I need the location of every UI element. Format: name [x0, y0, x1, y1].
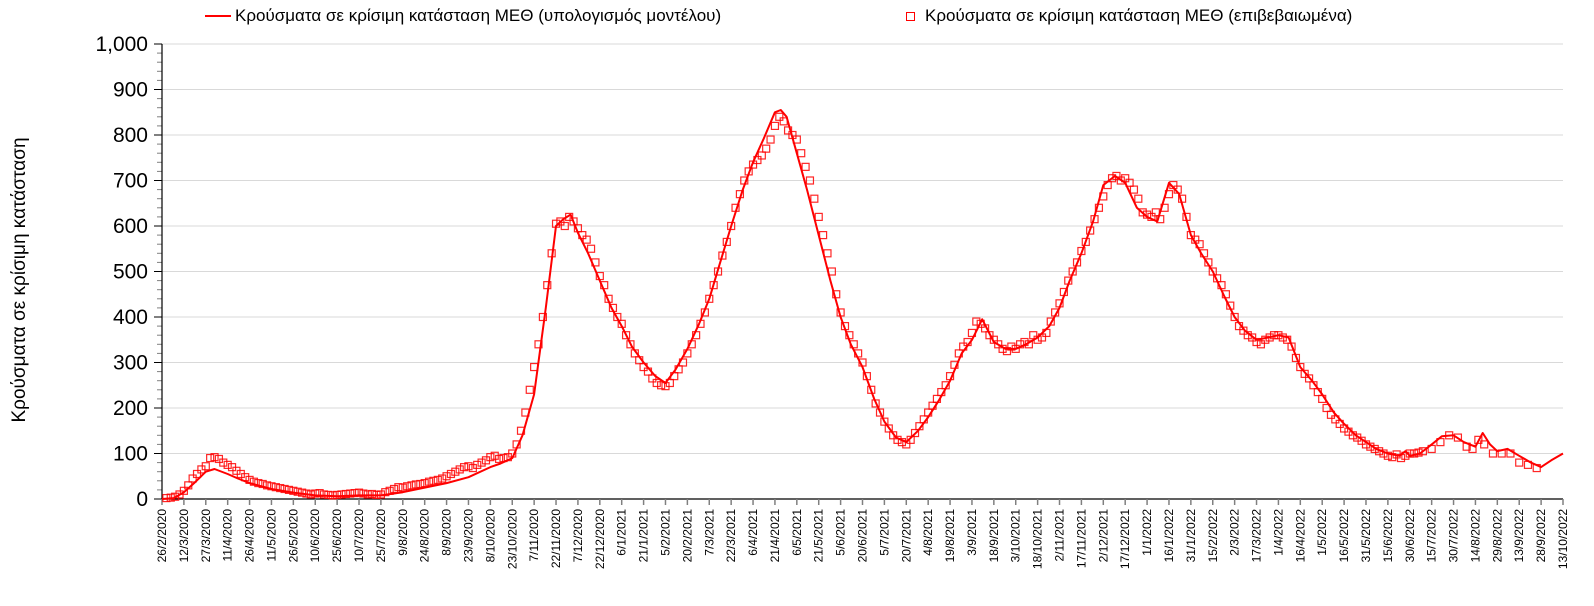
x-tick-label: 15/6/2022 — [1381, 509, 1395, 563]
x-tick-label: 6/5/2021 — [790, 509, 804, 556]
x-tick-label: 14/8/2022 — [1468, 509, 1482, 563]
series-model-line — [161, 109, 1564, 500]
x-tick-label: 5/7/2021 — [877, 509, 891, 556]
x-tick-label: 21/5/2021 — [812, 509, 826, 563]
x-tick-label: 16/4/2022 — [1293, 509, 1307, 563]
y-tick-label: 900 — [113, 79, 148, 102]
y-tick-label: 300 — [113, 352, 148, 375]
gridlines — [162, 43, 1563, 454]
x-tick-label: 1/1/2022 — [1140, 509, 1154, 556]
x-tick-label: 2/11/2021 — [1053, 509, 1067, 562]
legend-label-model: Κρούσματα σε κρίσιμη κατάσταση ΜΕΘ (υπολ… — [235, 6, 722, 25]
x-tick-label: 8/10/2020 — [483, 509, 497, 563]
chart-legend: Κρούσματα σε κρίσιμη κατάσταση ΜΕΘ (υπολ… — [0, 6, 1594, 30]
x-tick-label: 11/4/2020 — [221, 509, 235, 562]
x-tick-label: 12/3/2020 — [177, 509, 191, 563]
x-tick-label: 20/2/2021 — [680, 509, 694, 563]
x-tick-label: 6/1/2021 — [615, 509, 629, 556]
y-tick-label: 200 — [113, 397, 148, 420]
x-tick-label: 19/8/2021 — [943, 509, 957, 563]
x-tick-label: 15/7/2022 — [1425, 509, 1439, 563]
x-tick-label: 31/5/2022 — [1359, 509, 1373, 563]
x-tick-label: 30/6/2022 — [1403, 509, 1417, 563]
x-tick-label: 3/9/2021 — [965, 509, 979, 556]
x-tick-label: 2/12/2021 — [1096, 509, 1110, 563]
x-tick-label: 22/3/2021 — [724, 509, 738, 563]
x-tick-label: 27/3/2020 — [199, 509, 213, 563]
x-tick-label: 17/11/2021 — [1074, 509, 1088, 568]
x-tick-label: 21/4/2021 — [768, 509, 782, 563]
y-tick-label: 400 — [113, 306, 148, 329]
x-tick-label: 18/9/2021 — [987, 509, 1001, 563]
x-tick-label: 25/7/2020 — [374, 509, 388, 563]
x-tick-label: 4/8/2021 — [921, 509, 935, 556]
y-tick-label: 600 — [113, 215, 148, 238]
x-tick-label: 30/7/2022 — [1447, 509, 1461, 563]
y-tick-label: 500 — [113, 261, 148, 284]
x-tick-label: 21/1/2021 — [637, 509, 651, 563]
x-tick-label: 22/12/2020 — [593, 509, 607, 569]
y-tick-label: 0 — [136, 488, 148, 511]
x-tick-label: 8/9/2020 — [440, 509, 454, 556]
x-tick-label: 2/3/2022 — [1228, 509, 1242, 556]
x-tick-label: 29/8/2022 — [1490, 509, 1504, 563]
x-tick-label: 20/6/2021 — [856, 509, 870, 563]
x-tick-label: 9/8/2020 — [396, 509, 410, 556]
x-tick-label: 10/7/2020 — [352, 509, 366, 563]
x-tick-label: 16/5/2022 — [1337, 509, 1351, 563]
x-tick-label: 23/9/2020 — [461, 509, 475, 563]
x-tick-label: 20/7/2021 — [899, 509, 913, 563]
x-tick-label: 17/3/2022 — [1250, 509, 1264, 563]
x-tick-label: 23/10/2020 — [505, 509, 519, 569]
x-tick-label: 28/9/2022 — [1534, 509, 1548, 563]
legend-item-model: Κρούσματα σε κρίσιμη κατάσταση ΜΕΘ (υπολ… — [205, 6, 721, 26]
x-axis: 26/2/2020 12/3/2020 27/3/2020 11/4/2020 26/4… — [155, 498, 1570, 569]
x-tick-label: 1/5/2022 — [1315, 509, 1329, 556]
x-tick-label: 15/2/2022 — [1206, 509, 1220, 563]
x-tick-label: 7/11/2020 — [527, 509, 541, 562]
x-tick-label: 24/8/2020 — [418, 509, 432, 563]
x-tick-label: 26/5/2020 — [286, 509, 300, 563]
y-tick-label: 700 — [113, 170, 148, 193]
line-swatch-icon — [205, 15, 231, 17]
x-tick-label: 1/4/2022 — [1271, 509, 1285, 556]
x-tick-label: 10/6/2020 — [308, 509, 322, 563]
x-tick-label: 13/9/2022 — [1512, 509, 1526, 563]
y-axis: 0 100 200 300 400 500 600 700 800 900 1,000 — [95, 33, 163, 511]
y-tick-label: 100 — [113, 443, 148, 466]
x-tick-label: 13/10/2022 — [1556, 509, 1570, 569]
x-tick-label: 16/1/2022 — [1162, 509, 1176, 563]
x-tick-label: 6/4/2021 — [746, 509, 760, 556]
x-tick-label: 11/5/2020 — [264, 509, 278, 562]
x-tick-label: 31/1/2022 — [1184, 509, 1198, 563]
x-tick-label: 22/11/2020 — [549, 509, 563, 568]
x-tick-label: 5/6/2021 — [834, 509, 848, 556]
x-tick-label: 26/4/2020 — [243, 509, 257, 563]
series-confirmed-markers — [162, 112, 1541, 503]
legend-item-confirmed: Κρούσματα σε κρίσιμη κατάσταση ΜΕΘ (επιβ… — [898, 6, 1352, 26]
x-tick-label: 5/2/2021 — [658, 509, 672, 556]
x-tick-label: 25/6/2020 — [330, 509, 344, 563]
square-marker-icon — [906, 11, 915, 21]
y-tick-label: 1,000 — [95, 33, 148, 56]
x-tick-label: 26/2/2020 — [155, 509, 169, 563]
x-tick-label: 17/12/2021 — [1118, 509, 1132, 569]
y-tick-label: 800 — [113, 124, 148, 147]
x-tick-label: 18/10/2021 — [1031, 509, 1045, 569]
x-tick-label: 3/10/2021 — [1009, 509, 1023, 563]
x-tick-label: 7/3/2021 — [702, 509, 716, 556]
legend-label-confirmed: Κρούσματα σε κρίσιμη κατάσταση ΜΕΘ (επιβ… — [925, 6, 1353, 25]
x-tick-label: 7/12/2020 — [571, 509, 585, 563]
